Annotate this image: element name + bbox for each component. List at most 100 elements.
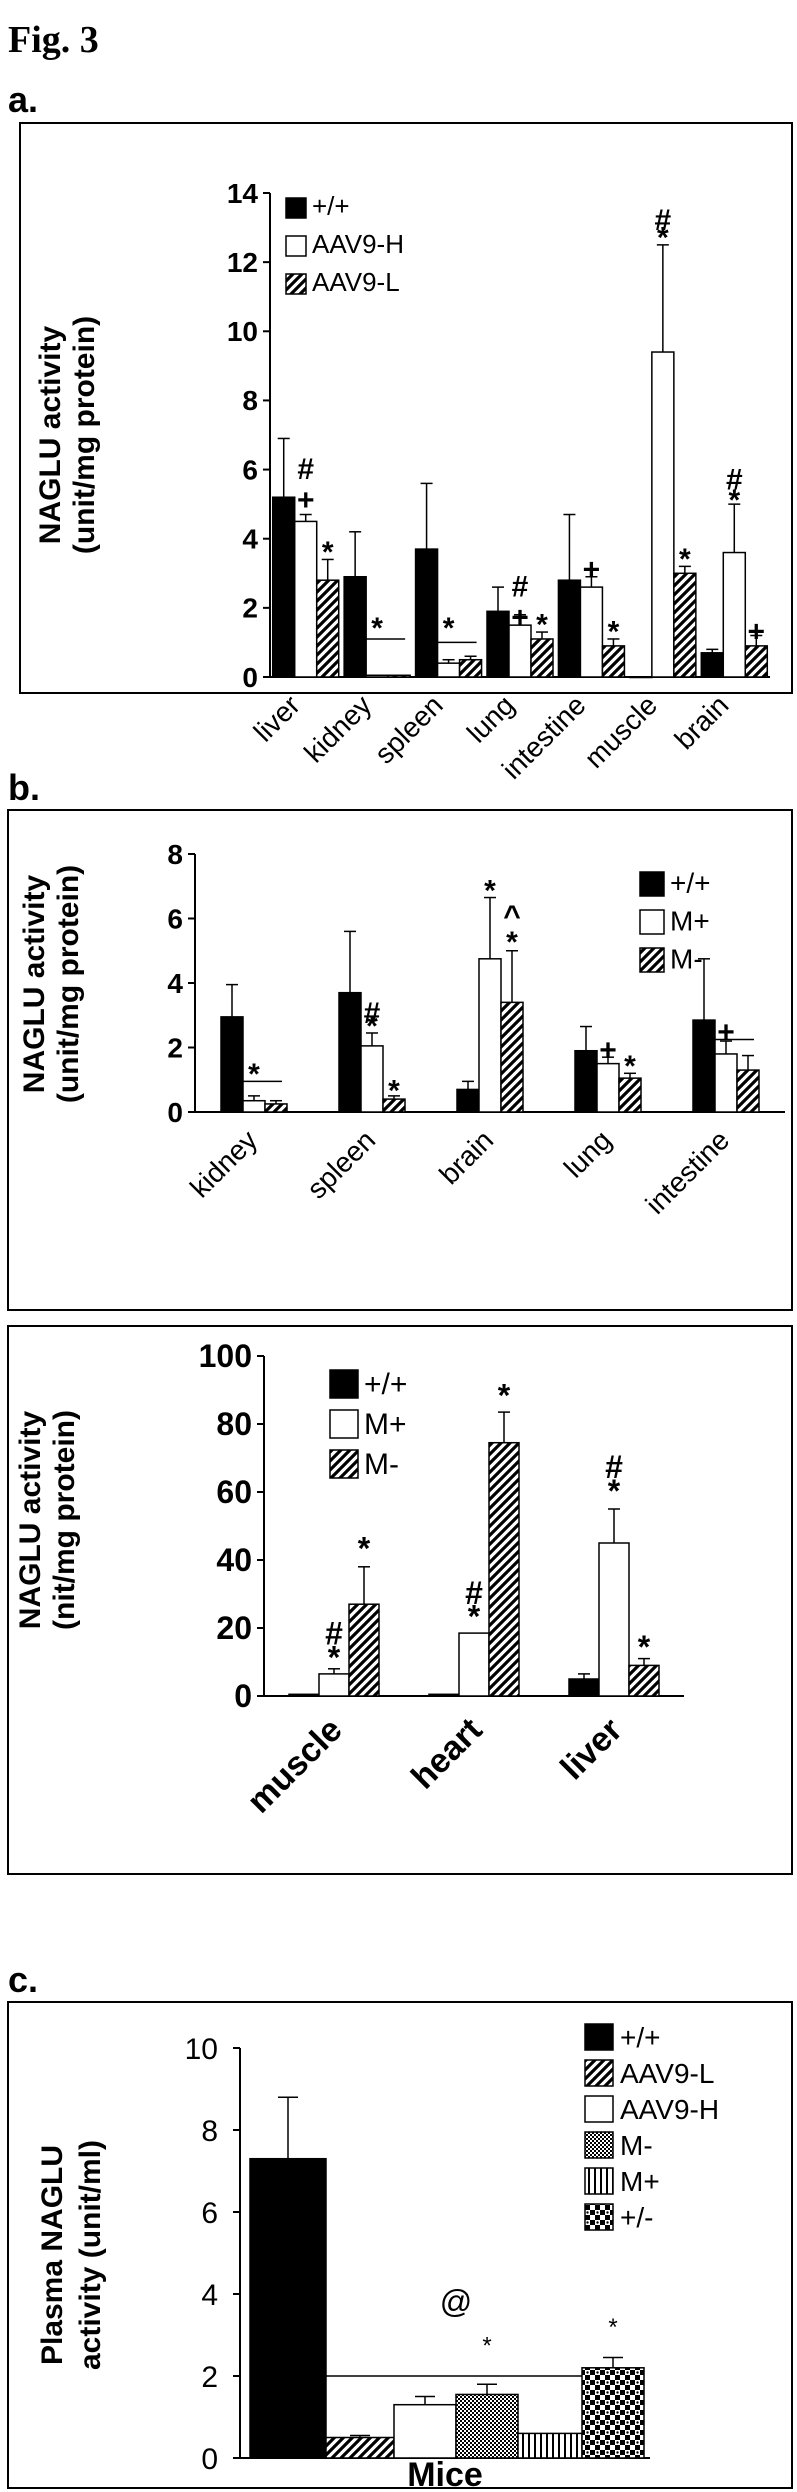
significance-mark: * <box>371 612 383 645</box>
significance-mark: * <box>506 926 518 959</box>
bar <box>414 548 439 678</box>
bar <box>530 638 554 678</box>
y-tick-label: 14 <box>227 178 259 209</box>
legend-label: AAV9-L <box>620 2058 714 2089</box>
legend-swatch <box>329 1449 359 1479</box>
legend-swatch <box>285 197 307 219</box>
significance-mark: * <box>248 1058 260 1091</box>
legend-swatch <box>584 2131 614 2159</box>
bar <box>288 1693 320 1697</box>
x-category-label: intestine <box>640 1124 736 1220</box>
bar <box>629 676 653 679</box>
x-category-label: heart <box>404 1711 490 1797</box>
legend-swatch <box>584 2095 614 2123</box>
y-tick-label: 4 <box>242 524 258 555</box>
bar <box>557 579 582 678</box>
bar <box>315 579 340 678</box>
significance-mark: + <box>599 1034 617 1067</box>
x-category-label: brain <box>433 1124 499 1190</box>
bar <box>478 958 502 1113</box>
significance-mark: * <box>679 543 691 576</box>
bar <box>598 1542 630 1697</box>
y-tick-label: 2 <box>242 593 258 624</box>
y-axis-label: activity (unit/ml) <box>74 2140 107 2370</box>
significance-mark: * <box>728 484 740 517</box>
bar <box>596 1062 620 1113</box>
bar <box>744 645 769 678</box>
bar <box>581 2367 645 2459</box>
significance-mark: + <box>748 616 766 649</box>
significance-mark: * <box>366 1010 378 1043</box>
bar <box>343 575 367 678</box>
significance-mark: ^ <box>503 900 521 933</box>
y-tick-label: 0 <box>201 2443 218 2476</box>
bar <box>360 1045 384 1113</box>
significance-mark: * <box>624 1050 636 1083</box>
significance-mark: * <box>657 221 669 254</box>
significance-mark: # <box>726 463 743 496</box>
bar <box>220 1016 244 1113</box>
bar <box>601 645 626 678</box>
legend-swatch <box>639 909 665 935</box>
panel-label-a: a. <box>8 79 38 120</box>
bar <box>628 1664 660 1697</box>
x-category-label: muscle <box>578 689 663 774</box>
significance-mark: * <box>638 1629 651 1665</box>
bar <box>700 652 725 678</box>
bar <box>242 1099 266 1113</box>
legend-swatch <box>329 1409 359 1439</box>
bar <box>325 2436 395 2459</box>
y-tick-label: 2 <box>201 2361 218 2394</box>
significance-mark: + <box>717 1016 735 1049</box>
significance-mark: * <box>608 2314 617 2341</box>
y-axis-label: (unit/mg protein) <box>52 865 85 1103</box>
bar <box>673 572 697 678</box>
significance-mark: # <box>325 1616 343 1652</box>
legend-label: +/+ <box>620 2022 660 2053</box>
x-category-label: muscle <box>240 1711 350 1821</box>
significance-mark: # <box>297 453 314 486</box>
bar <box>568 1678 600 1697</box>
y-tick-label: 8 <box>242 385 258 416</box>
legend-label: M- <box>620 2130 653 2161</box>
y-tick-label: 6 <box>201 2197 218 2230</box>
y-tick-label: 8 <box>201 2115 218 2148</box>
legend-swatch <box>584 2203 614 2231</box>
panel-label-c: c. <box>8 1959 38 2000</box>
significance-mark: # <box>364 997 381 1030</box>
significance-mark: * <box>608 616 620 649</box>
legend-swatch <box>584 2059 614 2087</box>
y-tick-label: 100 <box>199 1338 252 1374</box>
significance-mark: * <box>482 2332 491 2359</box>
x-category-label: liver <box>553 1711 629 1787</box>
significance-mark: * <box>608 1473 621 1509</box>
significance-mark: # <box>465 1575 483 1611</box>
significance-mark: # <box>512 571 529 604</box>
legend-label: +/+ <box>364 1368 407 1401</box>
x-category-label: spleen <box>301 1124 381 1204</box>
significance-mark: + <box>583 553 601 586</box>
panel-c-frame <box>7 2001 793 2489</box>
y-tick-label: 0 <box>234 1678 252 1714</box>
y-tick-label: 0 <box>167 1097 183 1128</box>
y-tick-label: 4 <box>201 2279 218 2312</box>
y-tick-label: 80 <box>216 1406 252 1442</box>
bar <box>456 1088 480 1113</box>
bar <box>488 1441 520 1697</box>
x-category-label: kidney <box>184 1124 263 1203</box>
y-tick-label: 10 <box>227 316 258 347</box>
y-tick-label: 12 <box>227 247 258 278</box>
x-category-label: lung <box>558 1124 617 1183</box>
bar <box>692 1019 716 1113</box>
bar <box>271 496 296 678</box>
chart-c: 0 2 4 6 8 10 @ * * Mice Plasma NAGLU activity (unit… <box>36 2022 719 2492</box>
bar <box>458 658 483 678</box>
x-axis-label: Mice <box>407 2456 483 2492</box>
bar <box>500 1001 524 1113</box>
significance-mark: # <box>655 204 672 237</box>
bar <box>387 674 411 678</box>
bar <box>293 520 318 678</box>
